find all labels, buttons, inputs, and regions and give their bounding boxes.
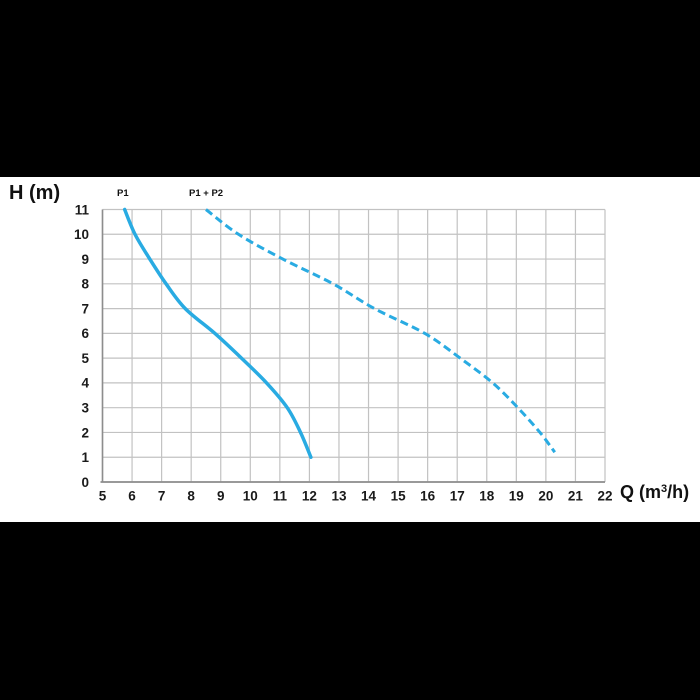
x-tick-label: 16 bbox=[420, 489, 436, 504]
x-tick-label: 12 bbox=[302, 489, 317, 504]
curve-p1-plus-p2 bbox=[205, 208, 556, 454]
x-axis-title-prefix: Q (m bbox=[620, 482, 662, 502]
x-tick-label: 18 bbox=[479, 489, 495, 504]
y-tick-label: 5 bbox=[81, 351, 89, 366]
curve-label-p1-plus-p2: P1 + P2 bbox=[189, 188, 224, 199]
bottom-black-bar bbox=[0, 522, 700, 700]
top-black-bar bbox=[0, 0, 700, 177]
x-axis-title-suffix: /h) bbox=[667, 482, 690, 502]
y-tick-label: 7 bbox=[81, 301, 89, 316]
x-tick-label: 15 bbox=[391, 489, 407, 504]
x-tick-label: 20 bbox=[538, 489, 553, 504]
x-axis-title: Q (m3/h) bbox=[620, 482, 689, 503]
x-tick-label: 5 bbox=[99, 489, 107, 504]
x-axis-title-superscript: 3 bbox=[661, 483, 668, 495]
x-tick-label: 19 bbox=[509, 489, 524, 504]
x-tick-label: 13 bbox=[331, 489, 347, 504]
x-tick-label: 10 bbox=[243, 489, 258, 504]
y-tick-label: 8 bbox=[81, 277, 89, 292]
y-tick-label: 9 bbox=[81, 252, 89, 267]
x-tick-label: 7 bbox=[158, 489, 166, 504]
pump-curve-chart: H (m) P1 P1 + P2 5 6 7 8 9 10 11 12 13 14 15 16 17 18… bbox=[0, 177, 700, 522]
y-tick-label: 6 bbox=[81, 326, 89, 341]
curve-p1 bbox=[122, 207, 313, 459]
y-tick-label: 1 bbox=[81, 450, 89, 465]
y-axis-title: H (m) bbox=[9, 182, 61, 204]
x-tick-label: 14 bbox=[361, 489, 377, 504]
x-tick-label: 6 bbox=[128, 489, 136, 504]
x-tick-label: 9 bbox=[217, 489, 225, 504]
x-tick-label: 22 bbox=[597, 489, 612, 504]
y-tick-label: 10 bbox=[74, 227, 89, 242]
x-tick-label: 17 bbox=[450, 489, 465, 504]
x-tick-label: 11 bbox=[273, 489, 288, 504]
y-tick-label: 4 bbox=[81, 376, 89, 391]
y-tick-label: 0 bbox=[81, 475, 89, 490]
y-tick-label: 11 bbox=[75, 202, 90, 217]
y-tick-label: 3 bbox=[81, 400, 89, 415]
x-tick-label: 8 bbox=[187, 489, 195, 504]
x-tick-label: 21 bbox=[568, 489, 584, 504]
y-tick-label: 2 bbox=[81, 425, 89, 440]
chart-plot-area: 5 6 7 8 9 10 11 12 13 14 15 16 17 18 19 20 21 22012345678… bbox=[74, 202, 613, 504]
curve-label-p1: P1 bbox=[117, 188, 129, 199]
